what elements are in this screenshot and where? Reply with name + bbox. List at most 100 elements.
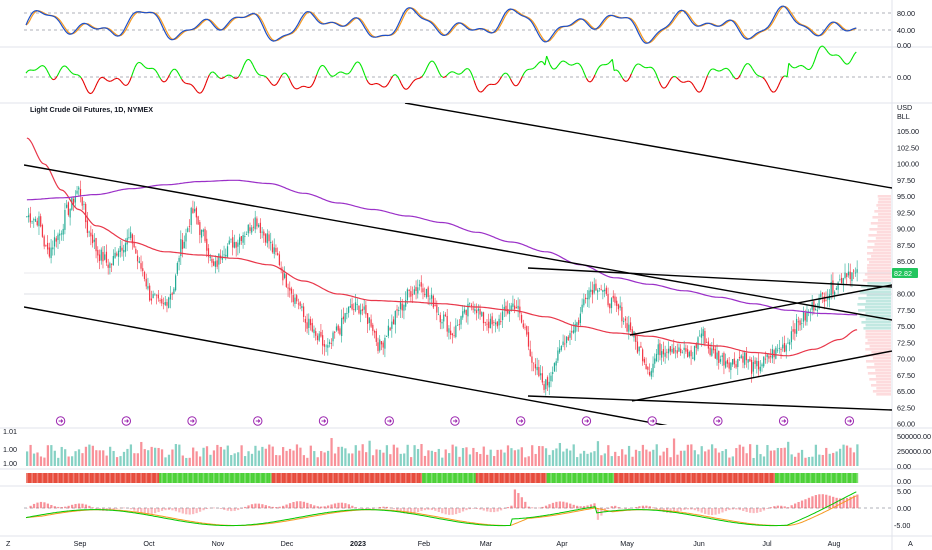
trend-strip-cell[interactable] (292, 473, 295, 483)
trend-strip-cell[interactable] (584, 473, 587, 483)
candle-body[interactable] (719, 359, 722, 362)
oscillator-segment[interactable] (629, 73, 632, 78)
macd-histogram-bar[interactable] (354, 507, 357, 509)
trend-strip-cell[interactable] (84, 473, 87, 483)
trend-strip-cell[interactable] (832, 473, 834, 483)
trend-strip-cell[interactable] (669, 473, 672, 483)
candle-body[interactable] (386, 336, 388, 337)
macd-histogram-bar[interactable] (503, 508, 506, 509)
volume-bar[interactable] (410, 457, 413, 466)
trend-strip-cell[interactable] (527, 473, 530, 483)
candle-body[interactable] (723, 352, 725, 366)
trend-strip-cell[interactable] (318, 473, 321, 483)
oscillator-segment[interactable] (395, 74, 399, 78)
time-axis[interactable]: Sep Oct Nov Dec 2023 Feb Mar Apr May Jun Jul Aug (74, 539, 841, 548)
trend-strip-cell[interactable] (240, 473, 243, 483)
oscillator-segment[interactable] (70, 71, 74, 75)
trend-strip-cell[interactable] (211, 473, 214, 483)
macd-histogram-bar[interactable] (382, 506, 385, 509)
trend-strip-cell[interactable] (719, 473, 722, 483)
trend-strip-cell[interactable] (856, 473, 859, 483)
oscillator-segment[interactable] (662, 87, 665, 89)
volume-bar[interactable] (147, 450, 150, 466)
volume-bar[interactable] (403, 453, 406, 466)
trend-strip-cell[interactable] (712, 473, 715, 483)
oscillator-segment[interactable] (463, 68, 466, 72)
volume-profile-bar[interactable] (878, 198, 891, 201)
volume-bar[interactable] (710, 444, 714, 466)
macd-histogram-bar[interactable] (133, 508, 136, 511)
trend-strip-cell[interactable] (93, 473, 96, 483)
trend-strip-cell[interactable] (98, 473, 101, 483)
volume-bar[interactable] (572, 444, 575, 466)
volume-bar[interactable] (347, 453, 350, 466)
volume-bar[interactable] (122, 451, 126, 466)
oscillator-segment[interactable] (760, 76, 764, 79)
trend-strip-cell[interactable] (64, 473, 66, 483)
price-axis-label[interactable]: 75.00 (897, 322, 915, 331)
volume-profile-bar[interactable] (876, 393, 891, 396)
macd-histogram-bar[interactable] (783, 506, 786, 509)
candle-body[interactable] (546, 377, 549, 386)
candle-body[interactable] (600, 289, 602, 290)
macd-histogram-bar[interactable] (167, 508, 171, 510)
trend-strip-cell[interactable] (96, 473, 99, 483)
oscillator-segment[interactable] (426, 63, 430, 68)
oscillator-segment[interactable] (722, 68, 726, 70)
candle-body[interactable] (598, 288, 601, 290)
candle-body[interactable] (477, 308, 479, 311)
candle-body[interactable] (405, 300, 407, 307)
macd-histogram-bar[interactable] (288, 503, 292, 509)
candle-body[interactable] (389, 327, 391, 331)
volume-bar[interactable] (510, 448, 513, 466)
trend-strip-cell[interactable] (102, 473, 105, 483)
volume-bar[interactable] (98, 450, 101, 466)
volume-bar[interactable] (472, 447, 475, 466)
oscillator-segment[interactable] (362, 70, 366, 76)
trend-strip-cell[interactable] (26, 473, 28, 483)
candle-body[interactable] (579, 313, 581, 323)
oscillator-segment[interactable] (729, 70, 733, 75)
trend-strip-cell[interactable] (470, 473, 473, 483)
candle-body[interactable] (700, 333, 703, 338)
oscillator-segment[interactable] (804, 66, 807, 69)
macd-histogram-bar[interactable] (77, 503, 81, 509)
volume-bar[interactable] (351, 453, 354, 466)
trend-strip-cell[interactable] (276, 473, 279, 483)
oscillator-segment[interactable] (46, 69, 49, 74)
candle-body[interactable] (597, 290, 599, 293)
trend-strip-cell[interactable] (633, 473, 636, 483)
trend-strip-cell[interactable] (627, 473, 630, 483)
oscillator-segment[interactable] (660, 84, 663, 88)
trend-strip-cell[interactable] (475, 473, 478, 483)
volume-bar[interactable] (714, 448, 717, 466)
macd-histogram-bar[interactable] (74, 503, 77, 509)
trend-strip-cell[interactable] (216, 473, 219, 483)
candle-body[interactable] (328, 341, 331, 344)
macd-histogram-bar[interactable] (676, 508, 679, 512)
trend-strip-cell[interactable] (422, 473, 425, 483)
trend-strip-cell[interactable] (513, 473, 516, 483)
candle-body[interactable] (418, 284, 421, 286)
candle-body[interactable] (588, 290, 590, 300)
oscillator-segment[interactable] (726, 67, 729, 70)
trend-strip-cell[interactable] (576, 473, 578, 483)
candle-body[interactable] (605, 287, 607, 294)
candle-body[interactable] (190, 207, 192, 226)
candle-body[interactable] (387, 325, 389, 336)
trend-strip-cell[interactable] (429, 473, 431, 483)
oscillator-segment[interactable] (266, 76, 269, 80)
candle-body[interactable] (214, 261, 217, 267)
candle-body[interactable] (446, 316, 448, 332)
oscillator-segment[interactable] (143, 65, 146, 68)
candle-body[interactable] (128, 237, 130, 238)
macd-histogram-bar[interactable] (299, 501, 302, 509)
trend-strip-cell[interactable] (508, 473, 511, 483)
macd-panel[interactable]: 5.00 0.00 -5.00 (24, 487, 911, 530)
oscillator-segment[interactable] (203, 83, 207, 88)
volume-bar[interactable] (181, 455, 184, 466)
oscillator-segment[interactable] (337, 71, 340, 74)
macd-line[interactable] (25, 491, 857, 527)
volume-bar[interactable] (527, 456, 530, 466)
candle-body[interactable] (147, 286, 149, 289)
